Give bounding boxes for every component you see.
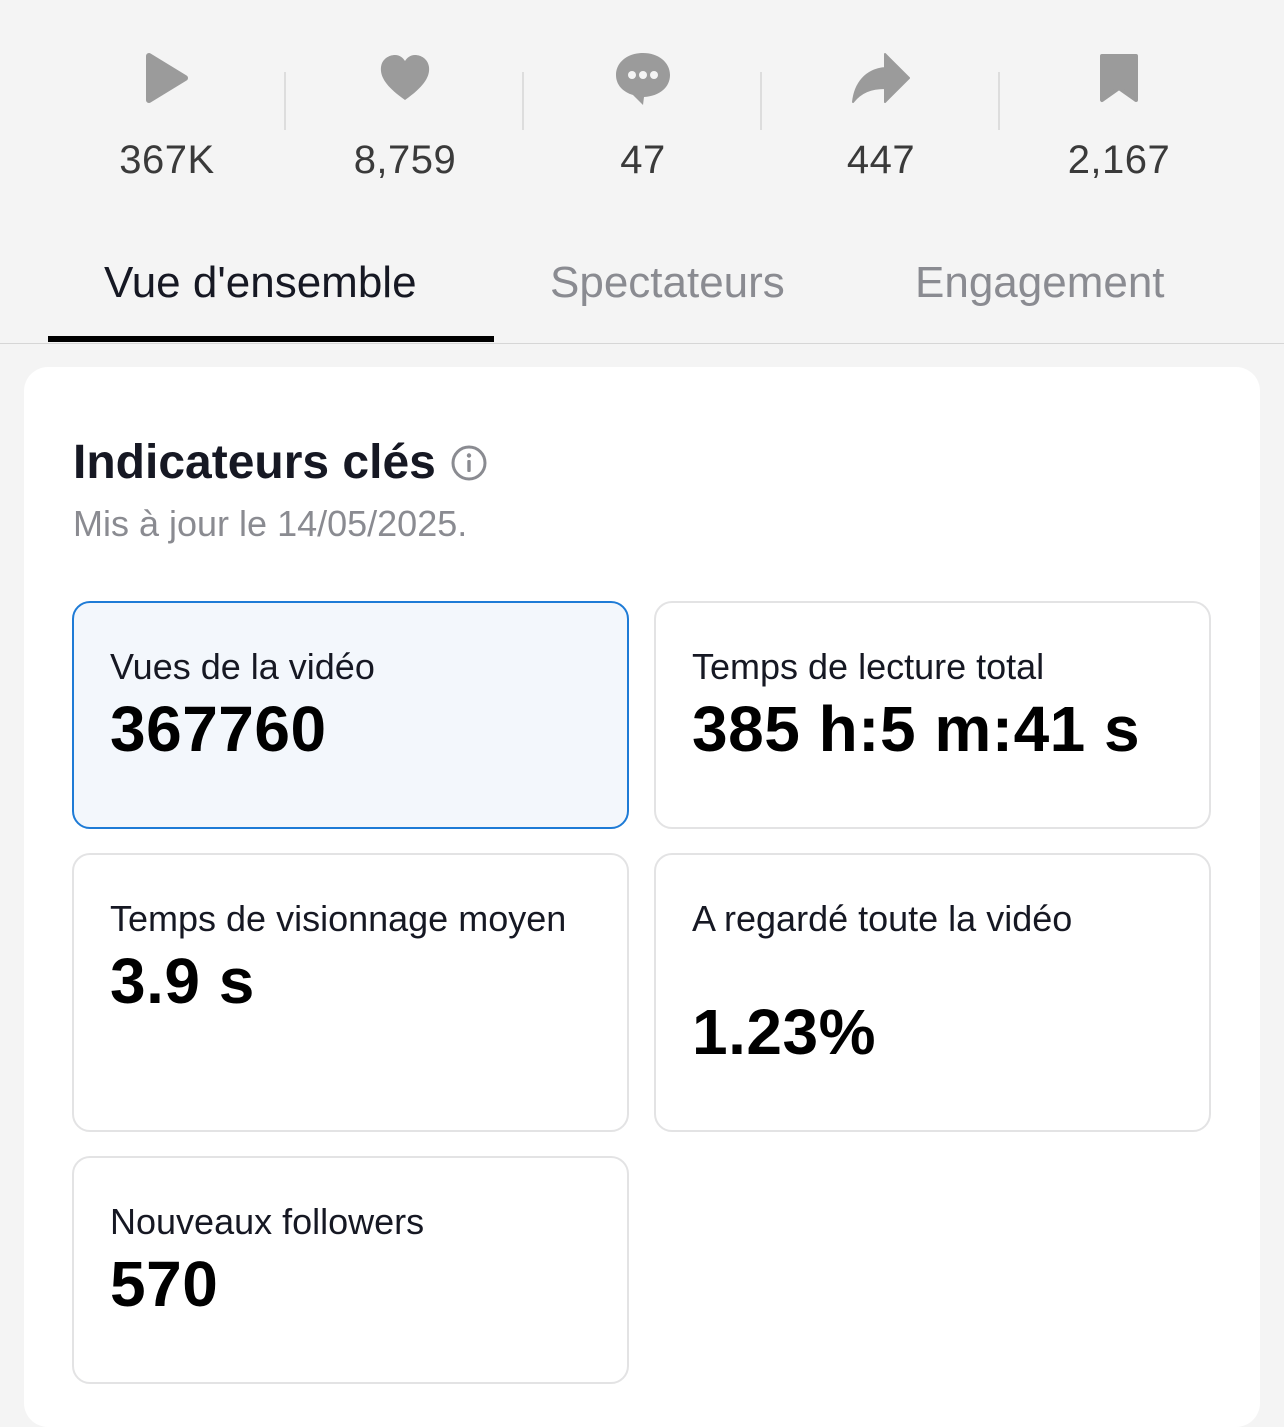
key-metrics-header: Indicateurs clés: [73, 435, 488, 490]
stat-likes: 8,759: [286, 48, 524, 198]
tab-overview[interactable]: Vue d'ensemble: [104, 258, 417, 307]
metric-card-video-views[interactable]: Vues de la vidéo 367760: [72, 601, 629, 829]
saves-count: 2,167: [1067, 138, 1171, 182]
stat-saves: 2,167: [1000, 48, 1238, 198]
heart-icon: [380, 55, 430, 100]
info-icon[interactable]: [450, 444, 488, 482]
stat-divider: [284, 72, 286, 130]
views-count: 367K: [119, 138, 215, 182]
metric-value: 570: [110, 1248, 219, 1320]
metric-label: Nouveaux followers: [110, 1201, 425, 1242]
metric-card-watched-full-video[interactable]: A regardé toute la vidéo 1.23%: [654, 853, 1211, 1132]
metric-card-new-followers[interactable]: Nouveaux followers 570: [72, 1156, 629, 1384]
shares-count: 447: [846, 138, 916, 182]
metric-label: Vues de la vidéo: [110, 646, 375, 687]
stat-divider: [998, 72, 1000, 130]
likes-count: 8,759: [353, 138, 457, 182]
metric-value: 385 h:5 m:41 s: [692, 693, 1141, 765]
stat-views: 367K: [48, 48, 286, 198]
key-metrics-panel: Indicateurs clés Mis à jour le 14/05/202…: [24, 367, 1260, 1427]
video-stats-bar: 367K 8,759 47 447 2,167: [0, 0, 1284, 220]
metric-value: 1.23%: [692, 996, 876, 1068]
metric-card-average-watch-time[interactable]: Temps de visionnage moyen 3.9 s: [72, 853, 629, 1132]
stat-divider: [760, 72, 762, 130]
share-arrow-icon: [852, 53, 910, 103]
comment-bubble-icon: [616, 53, 670, 105]
metric-card-total-watch-time[interactable]: Temps de lecture total 385 h:5 m:41 s: [654, 601, 1211, 829]
stat-comments: 47: [524, 48, 762, 198]
tab-engagement[interactable]: Engagement: [915, 258, 1165, 307]
active-tab-indicator: [48, 336, 494, 342]
section-title: Indicateurs clés: [73, 436, 436, 489]
metric-value: 3.9 s: [110, 945, 255, 1017]
comments-count: 47: [620, 138, 666, 182]
metric-label: A regardé toute la vidéo: [692, 898, 1073, 939]
metric-value: 367760: [110, 693, 327, 765]
play-icon: [146, 53, 188, 103]
bookmark-icon: [1100, 54, 1138, 102]
stat-shares: 447: [762, 48, 1000, 198]
stat-divider: [522, 72, 524, 130]
analytics-tabs: Vue d'ensemble Spectateurs Engagement: [0, 240, 1284, 344]
metric-label: Temps de visionnage moyen: [110, 898, 567, 939]
last-updated-text: Mis à jour le 14/05/2025.: [73, 503, 468, 544]
metric-label: Temps de lecture total: [692, 646, 1045, 687]
tab-viewers[interactable]: Spectateurs: [550, 258, 785, 307]
